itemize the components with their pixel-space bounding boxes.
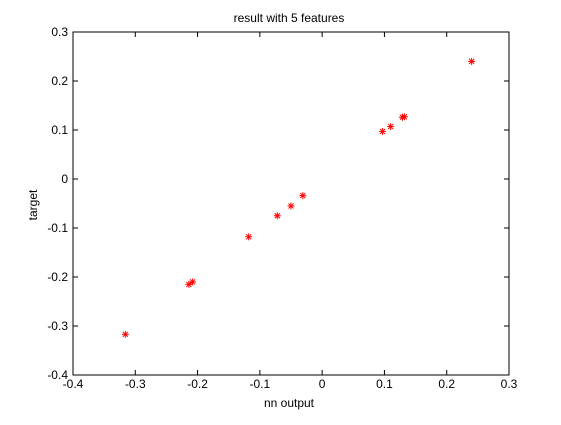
- x-tick-label: -0.3: [125, 377, 146, 391]
- data-point: [287, 202, 295, 210]
- x-tick-label: -0.4: [63, 377, 84, 391]
- y-tick-label: -0.2: [47, 270, 68, 284]
- x-tick-label: 0.1: [376, 377, 393, 391]
- data-point: [387, 123, 395, 131]
- data-point: [400, 113, 408, 121]
- x-tick-label: 0.2: [438, 377, 455, 391]
- x-axis-label: nn output: [264, 396, 315, 410]
- x-tick-label: 0: [319, 377, 326, 391]
- data-point: [121, 330, 129, 338]
- data-point: [379, 127, 387, 135]
- chart-title: result with 5 features: [234, 11, 345, 25]
- data-point: [245, 233, 253, 241]
- data-point: [299, 192, 307, 200]
- x-tick-label: 0.3: [501, 377, 518, 391]
- y-tick-label: -0.1: [47, 221, 68, 235]
- data-points: [121, 57, 476, 338]
- y-tick-label: 0: [61, 172, 68, 186]
- x-tick-label: -0.2: [187, 377, 208, 391]
- data-point: [189, 278, 197, 286]
- y-tick-label: 0.1: [51, 123, 68, 137]
- data-point: [185, 280, 193, 288]
- y-tick-label: -0.3: [47, 319, 68, 333]
- y-axis-ticks: -0.4 -0.3 -0.2 -0.1 0 0.1 0.2 0.3: [47, 25, 509, 382]
- x-axis-ticks: -0.4 -0.3 -0.2 -0.1 0 0.1 0.2 0.3: [63, 32, 518, 391]
- y-tick-label: -0.4: [47, 368, 68, 382]
- data-point: [273, 212, 281, 220]
- y-tick-label: 0.2: [51, 74, 68, 88]
- y-axis-label: target: [26, 189, 40, 220]
- y-tick-label: 0.3: [51, 25, 68, 39]
- x-tick-label: -0.1: [250, 377, 271, 391]
- data-point: [468, 57, 476, 65]
